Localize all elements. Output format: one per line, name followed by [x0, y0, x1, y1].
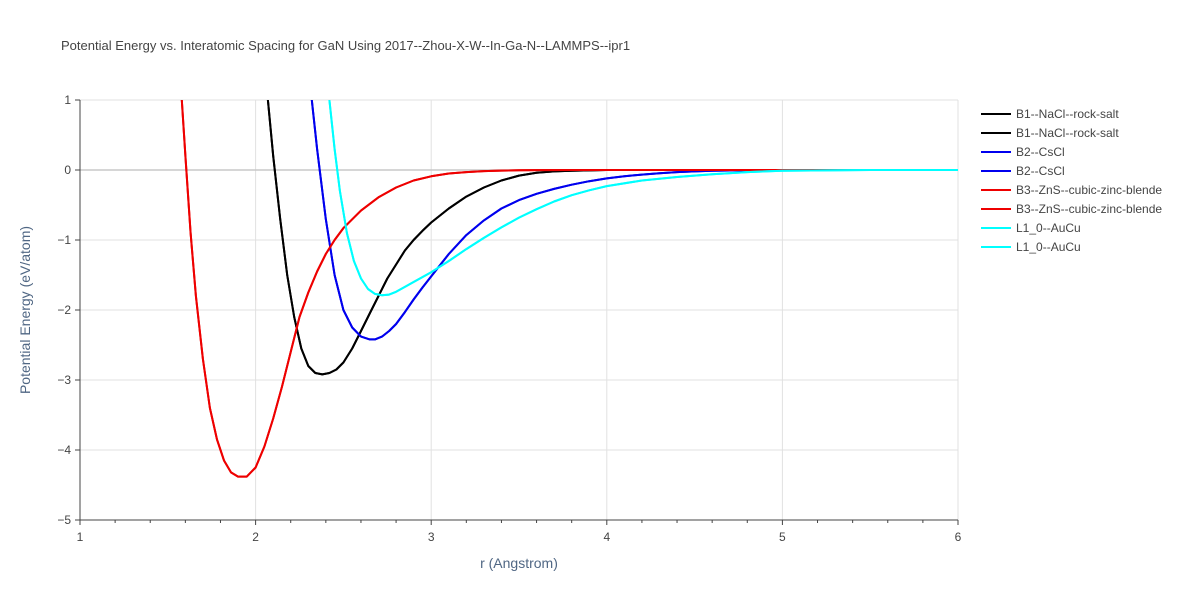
- legend-label: B1--NaCl--rock-salt: [1016, 126, 1119, 140]
- legend-label: B2--CsCl: [1016, 164, 1065, 178]
- legend-label: L1_0--AuCu: [1016, 221, 1081, 235]
- y-tick-label: −4: [57, 443, 71, 457]
- x-tick-label: 1: [77, 530, 84, 544]
- series-line-5: [180, 100, 958, 478]
- series-layer: [180, 100, 958, 478]
- y-tick-label: −1: [57, 233, 71, 247]
- grid-layer: [80, 99, 959, 520]
- legend-label: B1--NaCl--rock-salt: [1016, 107, 1119, 121]
- legend-label: B3--ZnS--cubic-zinc-blende: [1016, 202, 1162, 216]
- y-tick-label: −2: [57, 303, 71, 317]
- legend-item-6[interactable]: L1_0--AuCu: [981, 221, 1081, 235]
- y-tick-label: 1: [64, 93, 71, 107]
- y-tick-label: −3: [57, 373, 71, 387]
- series-line-2: [310, 100, 958, 341]
- legend-item-3[interactable]: B2--CsCl: [981, 164, 1065, 178]
- y-tick-label: −5: [57, 513, 71, 527]
- legend-item-4[interactable]: B3--ZnS--cubic-zinc-blende: [981, 183, 1162, 197]
- series-line-3: [310, 100, 958, 341]
- series-line-7: [328, 100, 958, 297]
- x-tick-label: 6: [955, 530, 962, 544]
- legend-label: B3--ZnS--cubic-zinc-blende: [1016, 183, 1162, 197]
- legend-item-5[interactable]: B3--ZnS--cubic-zinc-blende: [981, 202, 1162, 216]
- legend-item-0[interactable]: B1--NaCl--rock-salt: [981, 107, 1119, 121]
- chart-title: Potential Energy vs. Interatomic Spacing…: [61, 38, 630, 53]
- legend-label: L1_0--AuCu: [1016, 240, 1081, 254]
- series-line-0: [266, 100, 958, 376]
- legend-item-7[interactable]: L1_0--AuCu: [981, 240, 1081, 254]
- x-tick-label: 2: [252, 530, 259, 544]
- series-line-1: [266, 100, 958, 376]
- legend-item-2[interactable]: B2--CsCl: [981, 145, 1065, 159]
- legend-label: B2--CsCl: [1016, 145, 1065, 159]
- x-tick-label: 4: [603, 530, 610, 544]
- series-line-4: [180, 100, 958, 478]
- x-tick-label: 5: [779, 530, 786, 544]
- tick-labels: 1 2 3 4 5 6 1 0 −1 −2 −3 −4 −5: [57, 93, 961, 544]
- x-tick-label: 3: [428, 530, 435, 544]
- x-axis-label: r (Angstrom): [480, 555, 558, 571]
- series-line-6: [328, 100, 958, 297]
- axes-layer: [75, 99, 959, 525]
- y-tick-label: 0: [64, 163, 71, 177]
- y-axis-label: Potential Energy (eV/atom): [17, 226, 33, 394]
- legend-item-1[interactable]: B1--NaCl--rock-salt: [981, 126, 1119, 140]
- legend[interactable]: B1--NaCl--rock-salt B1--NaCl--rock-salt B2…: [981, 107, 1162, 254]
